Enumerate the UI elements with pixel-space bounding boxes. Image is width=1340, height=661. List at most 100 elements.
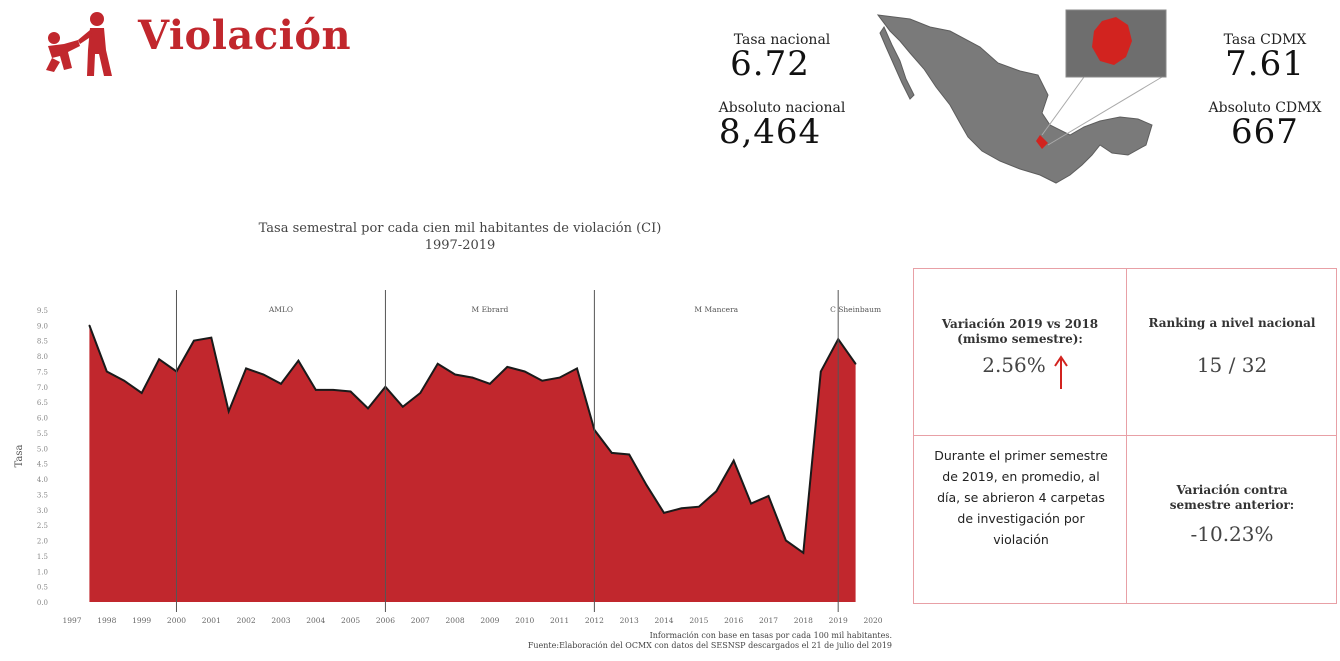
x-tick-label: 2001: [202, 616, 221, 625]
data-point: [715, 490, 718, 493]
data-point: [280, 383, 282, 385]
data-point: [454, 373, 456, 376]
x-tick-label: 2010: [515, 616, 534, 625]
rate-area-chart: Tasa 0.0 0.5 1.0 1.5 2.0 2.5 3.0 3.5 4.0 4.5 5.0 5.5…: [14, 290, 883, 625]
tasa-nacional-value: 6.72: [730, 44, 810, 84]
data-point: [123, 379, 125, 382]
x-tick-label: 2002: [237, 616, 256, 625]
x-tick-label: 2008: [446, 616, 465, 625]
tasa-cdmx-label: Tasa CDMX: [1223, 32, 1307, 48]
data-point: [367, 407, 369, 410]
mexico-map-icon: [876, 9, 1167, 184]
y-tick-label: 3.0: [37, 507, 48, 515]
variacion-anterior-value: -10.23%: [1190, 522, 1274, 546]
data-point: [140, 392, 143, 394]
data-point: [315, 389, 317, 391]
y-tick-label: 2.0: [37, 538, 48, 546]
data-point: [802, 552, 805, 554]
data-point: [419, 392, 422, 394]
data-point: [767, 495, 770, 497]
data-point: [541, 379, 543, 382]
x-tick-label: 2004: [306, 616, 325, 625]
chart-note-2: Fuente:Elaboración del OCMX con datos de…: [527, 641, 892, 650]
y-tick-label: 5.5: [37, 430, 48, 438]
chart-subtitle: 1997-2019: [424, 238, 496, 253]
administration-label: M Ebrard: [472, 305, 509, 314]
administration-label: AMLO: [268, 305, 293, 314]
x-tick-label: 2013: [620, 616, 639, 625]
ranking-label: Ranking a nivel nacional: [1148, 316, 1316, 330]
data-point: [245, 367, 247, 370]
y-axis-label: Tasa: [14, 444, 25, 467]
x-tick-label: 2016: [724, 616, 743, 625]
y-tick-label: 1.0: [37, 568, 48, 576]
y-tick-label: 4.0: [37, 476, 48, 484]
x-tick-label: 1997: [62, 616, 81, 625]
x-tick-label: 1999: [132, 616, 151, 625]
absoluto-cdmx-label: Absoluto CDMX: [1208, 100, 1322, 116]
y-tick-label: 0.0: [37, 599, 48, 607]
y-tick-label: 1.5: [37, 553, 48, 561]
x-tick-label: 2020: [863, 616, 882, 625]
x-tick-label: 2000: [167, 616, 186, 625]
data-point: [820, 370, 822, 373]
data-point: [663, 512, 665, 514]
x-tick-label: 2017: [759, 616, 778, 625]
data-point: [106, 370, 108, 373]
variacion-anterior-label: Variación contra semestre anterior:: [1169, 483, 1295, 512]
x-tick-label: 2007: [411, 616, 430, 625]
data-point: [628, 453, 630, 456]
x-tick-label: 2005: [341, 616, 360, 625]
x-tick-label: 2018: [794, 616, 813, 625]
y-tick-label: 3.5: [37, 491, 48, 499]
assault-figures-icon: [46, 12, 112, 76]
data-point: [193, 339, 195, 342]
x-tick-label: 2014: [654, 616, 673, 625]
x-tick-label: 2012: [585, 616, 604, 625]
y-tick-label: 7.5: [37, 368, 48, 376]
x-tick-label: 2019: [829, 616, 848, 625]
y-tick-label: 8.5: [37, 338, 48, 346]
chart-note-1: Información con base en tasas por cada 1…: [649, 631, 892, 640]
data-point: [645, 484, 648, 486]
data-point: [611, 452, 613, 454]
x-tick-label: 2003: [271, 616, 290, 625]
x-tick-label: 2009: [480, 616, 499, 625]
absoluto-nacional-label: Absoluto nacional: [718, 100, 846, 116]
variacion-value: 2.56%: [982, 353, 1046, 377]
rate-area: [89, 325, 856, 602]
promedio-text: Durante el primer semestre de 2019, en p…: [934, 448, 1108, 547]
variacion-anterior-cell: Variación contra semestre anterior: -10.…: [1126, 435, 1338, 605]
data-point: [576, 367, 578, 370]
data-point: [262, 373, 265, 376]
data-point: [680, 507, 683, 510]
variacion-cell: Variación 2019 vs 2018 (mismo semestre):…: [914, 269, 1126, 435]
data-point: [436, 363, 439, 365]
x-tick-label: 1998: [97, 616, 116, 625]
data-point: [750, 502, 752, 505]
y-tick-label: 8.0: [37, 353, 48, 361]
tasa-nacional-label: Tasa nacional: [733, 32, 831, 48]
y-tick-label: 9.5: [37, 307, 48, 315]
data-point: [88, 324, 91, 327]
x-tick-label: 2006: [376, 616, 395, 625]
data-point: [489, 383, 491, 385]
chart-title: Tasa semestral por cada cien mil habitan…: [258, 221, 662, 236]
data-point: [227, 410, 230, 413]
arrow-up-icon: [1054, 355, 1068, 389]
data-point: [854, 363, 857, 365]
y-tick-label: 6.0: [37, 415, 48, 423]
grid-divider-vertical: [1126, 269, 1127, 603]
data-point: [506, 366, 509, 368]
y-tick-label: 5.0: [37, 445, 48, 453]
data-point: [297, 359, 300, 362]
data-point: [210, 336, 213, 339]
data-point: [471, 376, 474, 379]
variacion-label: Variación 2019 vs 2018 (mismo semestre):: [941, 317, 1099, 346]
data-point: [698, 505, 700, 508]
x-tick-label: 2015: [689, 616, 708, 625]
ranking-cell: Ranking a nivel nacional 15 / 32: [1126, 269, 1338, 435]
y-tick-label: 7.0: [37, 384, 48, 392]
data-point: [402, 406, 404, 408]
y-tick-label: 0.5: [37, 584, 48, 592]
